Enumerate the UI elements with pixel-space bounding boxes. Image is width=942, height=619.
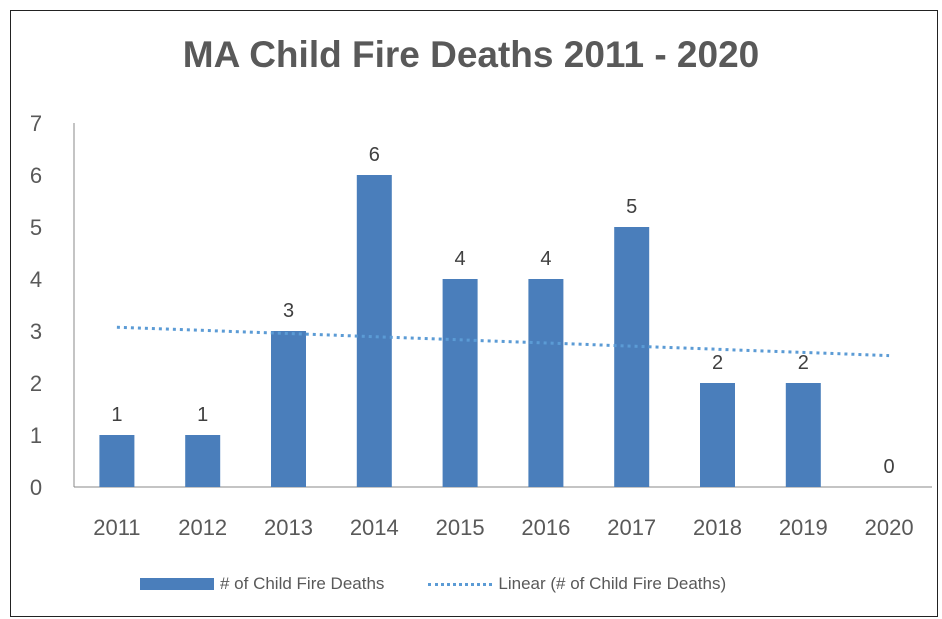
x-tick-label: 2018 <box>693 515 742 540</box>
data-label: 2 <box>798 352 809 374</box>
bar <box>271 331 306 487</box>
legend: # of Child Fire Deaths Linear (# of Chil… <box>140 572 770 596</box>
legend-label-trendline: Linear (# of Child Fire Deaths) <box>498 574 727 593</box>
bar <box>614 227 650 487</box>
x-tick-label: 2011 <box>93 515 140 540</box>
bar <box>528 279 564 487</box>
legend-item-bars: # of Child Fire Deaths <box>140 574 384 594</box>
legend-trendline-swatch <box>428 582 493 586</box>
y-tick-label: 2 <box>30 371 42 396</box>
data-label: 5 <box>626 196 637 218</box>
y-tick-label: 0 <box>30 475 42 500</box>
data-label: 3 <box>283 300 294 322</box>
y-tick-label: 4 <box>30 267 42 292</box>
x-tick-label: 2019 <box>779 515 828 540</box>
y-tick-label: 7 <box>30 111 42 136</box>
x-tick-label: 2012 <box>178 515 227 540</box>
data-label: 2 <box>712 352 723 374</box>
x-tick-label: 2017 <box>607 515 656 540</box>
bar <box>356 175 392 487</box>
x-tick-label: 2013 <box>264 515 313 540</box>
bar <box>99 435 135 487</box>
y-tick-label: 6 <box>30 163 42 188</box>
x-tick-label: 2014 <box>350 515 399 540</box>
x-tick-label: 2016 <box>521 515 570 540</box>
legend-bar-swatch <box>140 578 214 590</box>
bar <box>185 435 221 487</box>
legend-item-trendline: Linear (# of Child Fire Deaths) <box>428 574 726 594</box>
trendline <box>116 325 890 358</box>
data-label: 1 <box>197 404 208 426</box>
x-tick-label: 2015 <box>436 515 485 540</box>
bar <box>785 383 821 487</box>
x-tick-label: 2020 <box>865 515 914 540</box>
data-label: 4 <box>455 248 466 270</box>
legend-label-bars: # of Child Fire Deaths <box>220 574 385 593</box>
data-label: 1 <box>111 404 122 426</box>
y-tick-label: 3 <box>30 319 42 344</box>
chart-title: MA Child Fire Deaths 2011 - 2020 <box>182 34 760 75</box>
bar <box>700 383 735 487</box>
bar <box>442 279 478 487</box>
y-tick-label: 5 <box>30 215 42 240</box>
data-label: 4 <box>540 248 551 270</box>
data-label: 0 <box>884 456 895 478</box>
y-tick-label: 1 <box>30 423 42 448</box>
data-label: 6 <box>369 144 380 166</box>
